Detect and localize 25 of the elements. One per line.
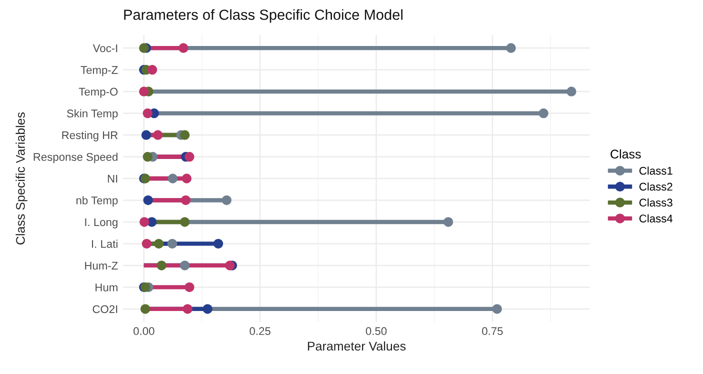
legend-label: Class2 — [639, 182, 672, 191]
y-tick-label: Hum-Z — [85, 262, 118, 270]
y-tick-label: Skin Temp — [66, 109, 118, 120]
y-tick-label: Temp-Z — [80, 66, 118, 76]
legend-label: Class3 — [639, 198, 672, 207]
y-tick-label: NI — [108, 174, 118, 183]
y-tick-label: I. Lati — [92, 240, 118, 248]
x-tick-label: 0.00 — [134, 327, 154, 336]
y-tick-label: Resting HR — [62, 130, 118, 142]
legend-label: Class1 — [639, 166, 672, 175]
y-tick-label: nb Temp — [76, 196, 118, 207]
x-tick-label: 0.25 — [250, 327, 270, 336]
y-tick-label: Response Speed — [34, 152, 118, 164]
y-tick-label: Temp-O — [78, 88, 118, 98]
y-tick-label: CO2I — [92, 305, 118, 314]
y-tick-label: Voc-I — [92, 44, 118, 52]
y-axis-title: Class Specific Variables — [16, 112, 28, 244]
legend-label: Class4 — [639, 214, 673, 222]
y-tick-label: Hum — [96, 284, 118, 292]
legend-title: Class — [610, 149, 641, 159]
x-tick-label: 0.75 — [482, 327, 503, 336]
x-tick-label: 0.50 — [366, 327, 387, 336]
x-axis-title: Parameter Values — [308, 341, 406, 351]
y-tick-label: I. Long — [85, 218, 118, 228]
chart-title: Parameters of Class Specific Choice Model — [124, 9, 402, 23]
